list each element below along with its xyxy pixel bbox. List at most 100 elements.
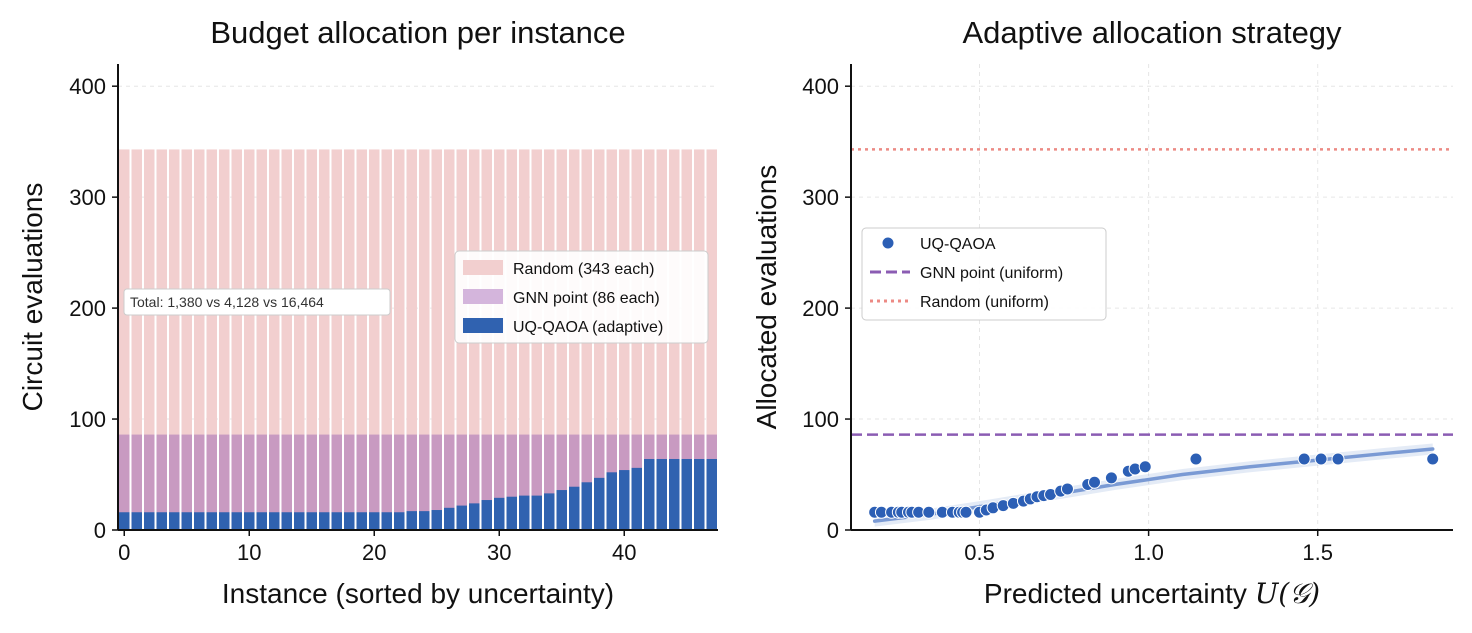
legend-swatch-gnn (463, 289, 503, 304)
right-points (868, 452, 1440, 519)
right-legend-box (861, 227, 1107, 321)
bar-gnn (369, 434, 380, 530)
bar-uq (131, 512, 142, 530)
bar-random (244, 149, 255, 530)
right-x-tick-label: 0.5 (964, 540, 995, 565)
annotation-text: Total: 1,380 vs 4,128 vs 16,464 (130, 294, 324, 310)
left-y-tick-label: 200 (69, 296, 106, 321)
right-reference-lines (851, 148, 1453, 436)
bar-random (444, 149, 455, 530)
bar-random (144, 149, 155, 530)
legend-label-gnn: GNN point (86 each) (513, 290, 660, 307)
bar-gnn (269, 434, 280, 530)
bar-random (706, 149, 717, 530)
bar-random (206, 149, 217, 530)
left-y-tick-label: 0 (94, 518, 106, 543)
bar-uq (356, 512, 367, 530)
bar-uq (506, 496, 517, 530)
bar-gnn (119, 434, 130, 530)
annotation-box (123, 288, 391, 316)
bar-gnn (244, 434, 255, 530)
bar-uq (156, 512, 167, 530)
left-x-label: Instance (sorted by uncertainty) (222, 578, 614, 609)
right-legend: UQ-QAOA GNN point (uniform) Random (unif… (861, 227, 1107, 321)
bar-gnn (506, 434, 517, 530)
bar-gnn (144, 434, 155, 530)
data-point (922, 505, 936, 519)
bar-gnn (319, 434, 330, 530)
left-x-tick-label: 20 (362, 540, 386, 565)
left-x-tick-label: 0 (118, 540, 130, 565)
bar-uq (469, 503, 480, 530)
left-y-label: Circuit evaluations (17, 183, 48, 412)
bar-uq (281, 512, 292, 530)
bar-gnn (569, 434, 580, 530)
bar-gnn (294, 434, 305, 530)
left-title: Budget allocation per instance (210, 15, 625, 50)
bar-random (231, 149, 242, 530)
left-y-tick-label: 300 (69, 185, 106, 210)
bar-uq (144, 512, 155, 530)
bar-uq (594, 477, 605, 530)
legend-swatch-random (463, 260, 503, 275)
bar-gnn (181, 434, 192, 530)
bar-uq (319, 512, 330, 530)
data-point (1104, 471, 1118, 485)
right-y-tick-label: 400 (802, 74, 839, 99)
bar-uq (631, 467, 642, 530)
bar-random (156, 149, 167, 530)
bar-random (306, 149, 317, 530)
bar-random (219, 149, 230, 530)
right-x-tick-label: 1.5 (1302, 540, 1333, 565)
data-point (1314, 452, 1328, 466)
bar-uq (331, 512, 342, 530)
bar-uq (181, 512, 192, 530)
left-annotation: Total: 1,380 vs 4,128 vs 16,464 (123, 288, 391, 316)
bar-uq (194, 512, 205, 530)
bar-uq (394, 512, 405, 530)
bar-random (256, 149, 267, 530)
bar-gnn (481, 434, 492, 530)
bar-uq (581, 482, 592, 530)
legend-label-random-uniform: Random (uniform) (920, 294, 1049, 311)
bar-random (394, 149, 405, 530)
bar-random (431, 149, 442, 530)
bar-uq (206, 512, 217, 530)
data-point (1088, 475, 1102, 489)
bar-uq (519, 495, 530, 530)
bar-uq (481, 500, 492, 530)
bar-random (319, 149, 330, 530)
bar-gnn (256, 434, 267, 530)
bar-gnn (156, 434, 167, 530)
bar-gnn (219, 434, 230, 530)
right-x-label-text: Predicted uncertainty (984, 578, 1255, 609)
right-x-tick-label: 1.0 (1133, 540, 1164, 565)
bar-uq (494, 497, 505, 530)
bar-random (406, 149, 417, 530)
bar-random (344, 149, 355, 530)
bar-gnn (494, 434, 505, 530)
bar-uq (306, 512, 317, 530)
bar-gnn (419, 434, 430, 530)
bar-gnn (431, 434, 442, 530)
bar-gnn (206, 434, 217, 530)
right-y-tick-label: 100 (802, 407, 839, 432)
bar-gnn (381, 434, 392, 530)
right-x-label-math: U(𝒢) (1255, 577, 1320, 610)
bar-gnn (519, 434, 530, 530)
bar-gnn (394, 434, 405, 530)
bar-gnn (469, 434, 480, 530)
bar-uq (406, 511, 417, 530)
bar-random (181, 149, 192, 530)
right-y-label: Allocated evaluations (751, 165, 782, 430)
left-x-ticks: 0 10 20 30 40 (118, 530, 636, 565)
left-x-tick-label: 40 (612, 540, 636, 565)
bar-uq (681, 458, 692, 530)
bar-gnn (281, 434, 292, 530)
bar-random (194, 149, 205, 530)
bar-uq (531, 495, 542, 530)
left-x-tick-label: 30 (487, 540, 511, 565)
bar-gnn (169, 434, 180, 530)
bar-random (169, 149, 180, 530)
bar-uq (431, 510, 442, 530)
